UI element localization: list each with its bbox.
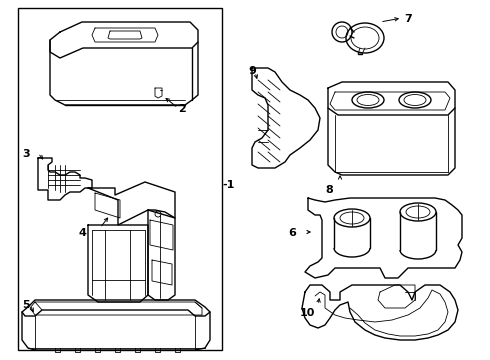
Text: 3: 3 (22, 149, 29, 159)
Text: 2: 2 (178, 104, 186, 114)
Text: 10: 10 (300, 308, 316, 318)
Text: 6: 6 (288, 228, 296, 238)
Text: 7: 7 (404, 14, 412, 24)
Text: -1: -1 (222, 180, 234, 190)
Text: 8: 8 (325, 185, 333, 195)
Text: 9: 9 (248, 66, 256, 76)
Text: 5: 5 (22, 300, 29, 310)
Bar (18, 8, 222, 350)
Text: 4: 4 (78, 228, 86, 238)
